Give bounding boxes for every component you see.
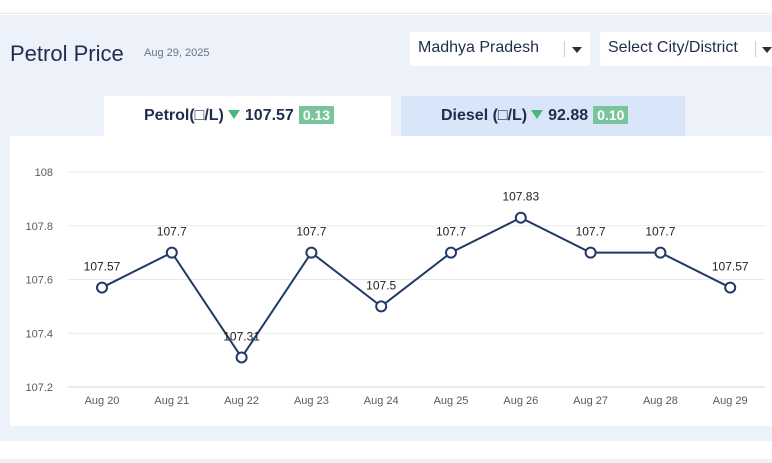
y-tick-label: 107.8 xyxy=(25,221,53,233)
data-point xyxy=(165,246,178,259)
series-line xyxy=(101,216,731,360)
x-tick-label: Aug 26 xyxy=(503,395,538,407)
data-point xyxy=(654,246,667,259)
state-select[interactable]: Madhya Pradesh xyxy=(410,32,590,66)
data-label: 107.7 xyxy=(576,225,606,239)
tab-diesel[interactable]: Diesel (□/L) 92.88 0.10 xyxy=(401,96,685,136)
y-tick-label: 108 xyxy=(35,167,53,179)
data-point xyxy=(375,300,388,313)
price-line-chart: 107.2 107.4 107.6 107.8 108 Aug 20 Aug 21 Aug 2… xyxy=(25,167,765,407)
x-tick-label: Aug 23 xyxy=(294,395,329,407)
tab-diesel-fuel: Diesel xyxy=(441,107,489,124)
data-label: 107.31 xyxy=(223,329,260,343)
tab-petrol[interactable]: Petrol(□/L) 107.57 0.13 xyxy=(104,96,391,136)
data-label: 107.83 xyxy=(502,190,539,204)
top-strip xyxy=(0,0,772,14)
price-chart-card: 107.2 107.4 107.6 107.8 108 Aug 20 Aug 21 Aug 2… xyxy=(10,136,772,426)
tab-diesel-unit: (□/L) xyxy=(488,107,528,124)
chevron-down-icon[interactable] xyxy=(572,47,582,53)
data-point xyxy=(584,246,597,259)
price-down-icon xyxy=(531,110,544,120)
x-tick-label: Aug 27 xyxy=(573,395,608,407)
x-tick-label: Aug 21 xyxy=(154,395,189,407)
data-point xyxy=(305,246,318,259)
page-title: Petrol Price xyxy=(10,41,124,66)
city-select-placeholder: Select City/District xyxy=(608,39,738,56)
select-separator xyxy=(755,41,756,57)
data-label: 107.7 xyxy=(296,225,326,239)
tab-petrol-price: 107.57 xyxy=(244,107,294,124)
data-point xyxy=(724,281,737,294)
data-point xyxy=(514,211,527,224)
chevron-down-icon[interactable] xyxy=(762,47,772,53)
bottom-strip xyxy=(0,441,772,463)
data-label: 107.57 xyxy=(712,260,749,274)
y-tick-label: 107.6 xyxy=(25,275,53,287)
tab-diesel-change-badge: 0.10 xyxy=(593,106,629,124)
data-point xyxy=(96,281,108,294)
tab-diesel-price: 92.88 xyxy=(548,107,589,124)
divider xyxy=(0,459,772,463)
data-label: 107.5 xyxy=(366,278,396,292)
x-tick-label: Aug 28 xyxy=(643,395,678,407)
tab-petrol-fuel: Petrol xyxy=(144,107,190,124)
y-tick-label: 107.2 xyxy=(25,382,53,394)
data-label: 107.7 xyxy=(157,225,187,239)
x-tick-label: Aug 20 xyxy=(85,395,120,407)
x-tick-label: Aug 25 xyxy=(434,395,469,407)
x-tick-label: Aug 29 xyxy=(713,395,748,407)
price-down-icon xyxy=(227,110,240,120)
data-point xyxy=(445,246,457,259)
data-point xyxy=(235,351,248,364)
tab-petrol-change-badge: 0.13 xyxy=(298,106,335,124)
state-select-value: Madhya Pradesh xyxy=(418,39,539,56)
x-tick-label: Aug 22 xyxy=(224,395,259,407)
data-label: 107.7 xyxy=(645,225,675,239)
tab-petrol-unit: (□/L) xyxy=(189,107,224,124)
x-tick-label: Aug 24 xyxy=(364,395,399,407)
y-tick-label: 107.4 xyxy=(25,328,53,340)
data-label: 107.57 xyxy=(84,260,121,274)
select-separator xyxy=(564,41,565,57)
city-select[interactable]: Select City/District xyxy=(600,32,772,66)
data-label: 107.7 xyxy=(436,225,466,239)
price-date: Aug 29, 2025 xyxy=(144,47,210,59)
